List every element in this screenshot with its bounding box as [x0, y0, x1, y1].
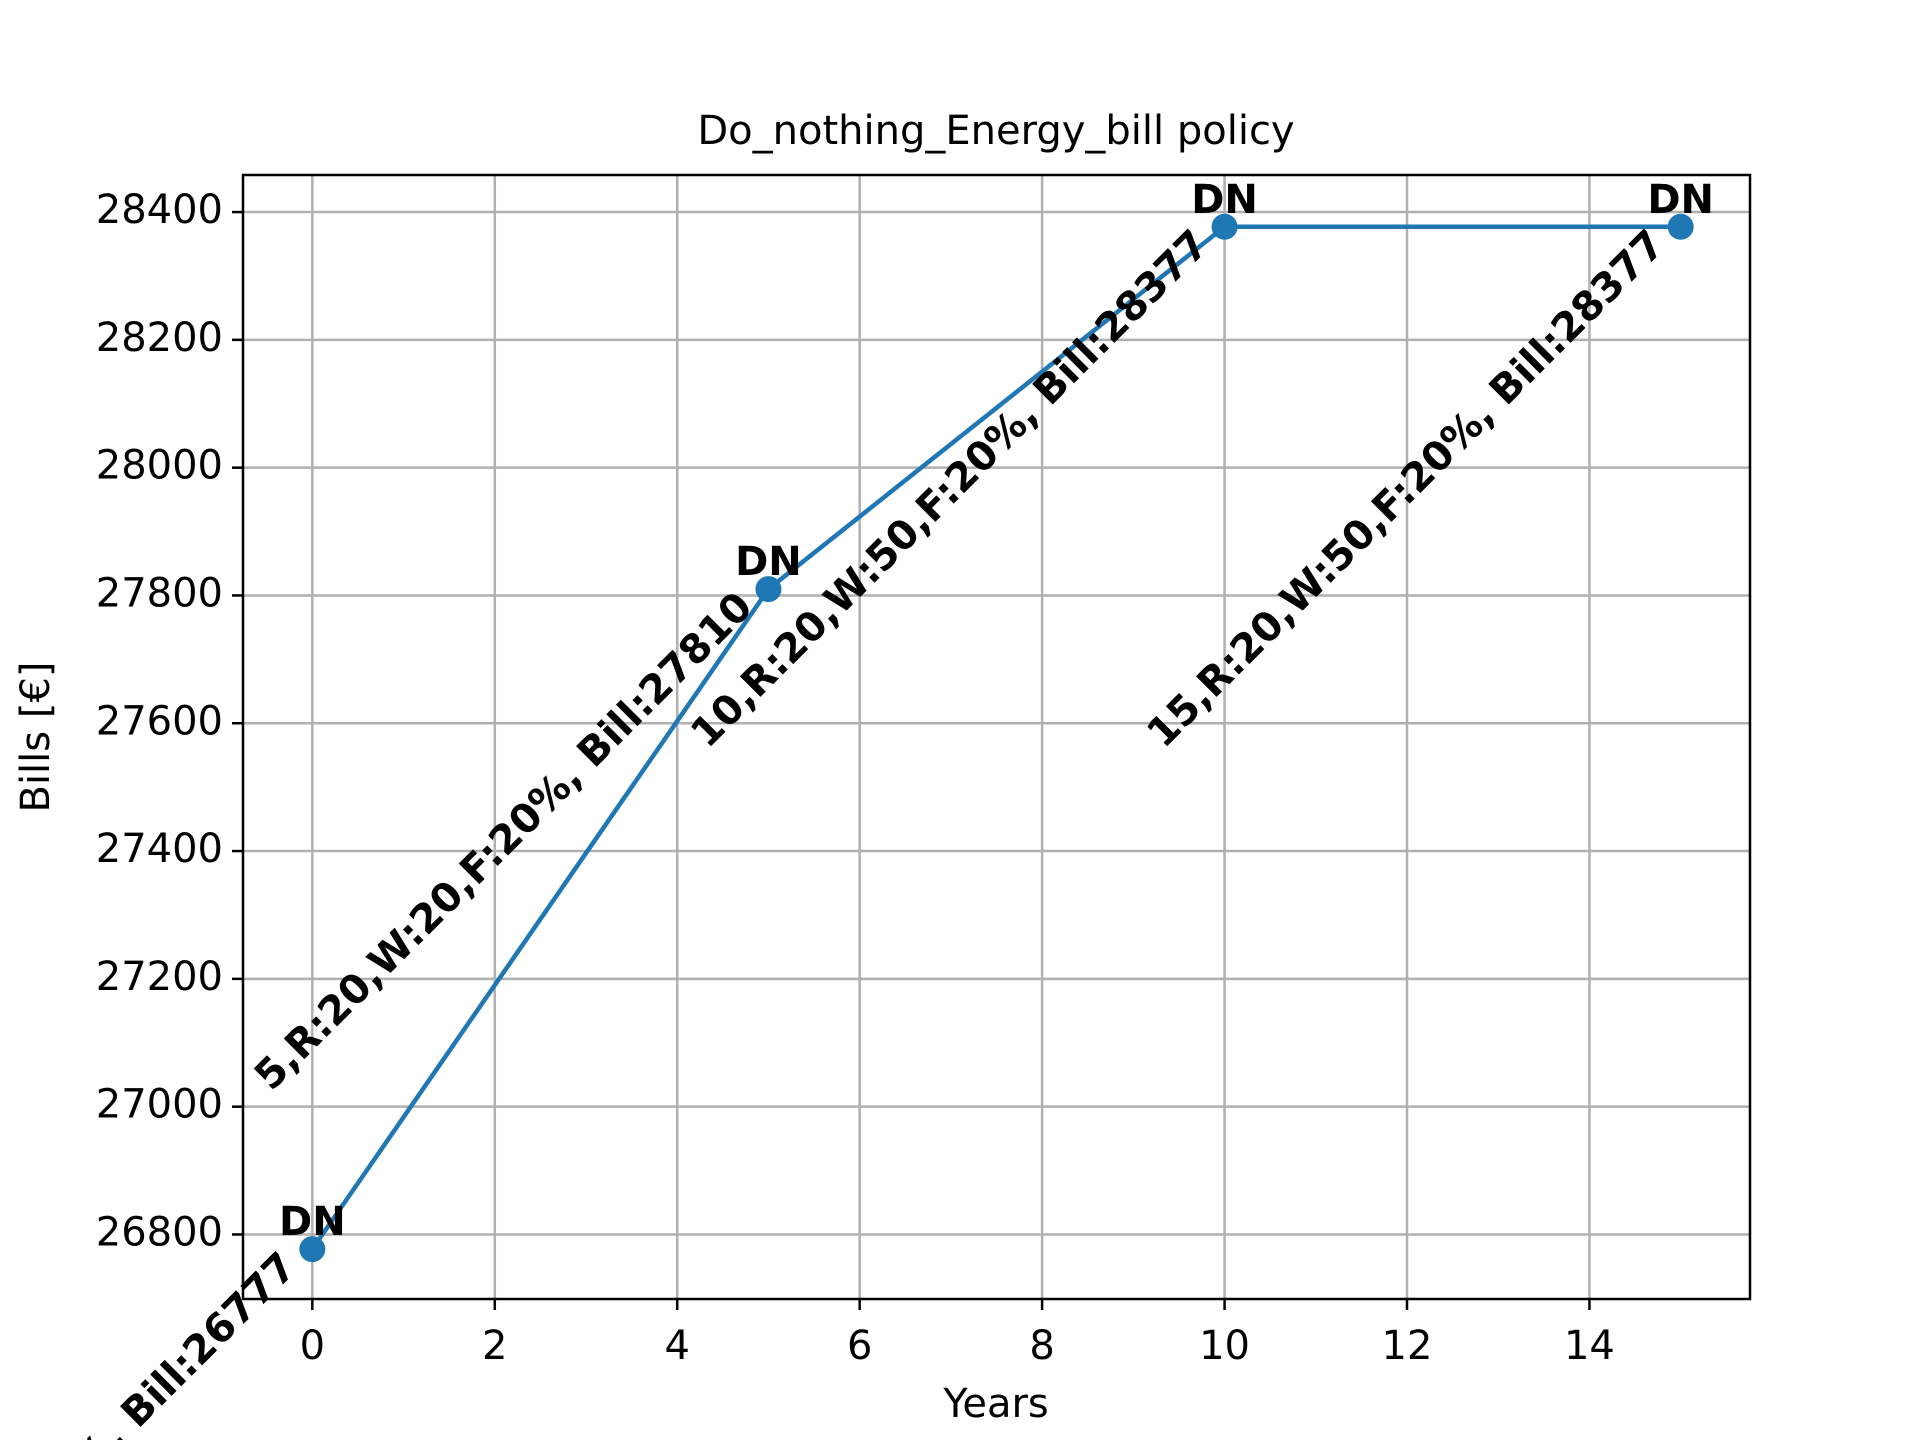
- x-tick-label: 12: [1382, 1323, 1433, 1369]
- marker-label: DN: [735, 539, 802, 585]
- point-label: 5,R:20,W:20,F:20%, Bill:27810: [246, 584, 762, 1100]
- x-tick-label: 14: [1564, 1323, 1615, 1369]
- y-tick-label: 28400: [96, 187, 223, 233]
- data-line: [310, 224, 1681, 1251]
- y-tick-label: 28200: [96, 315, 223, 361]
- data-point: [1667, 213, 1694, 240]
- marker-label: DN: [1191, 177, 1258, 223]
- y-tick-label: 26800: [96, 1209, 223, 1255]
- y-axis-label: Bills [€]: [13, 662, 59, 813]
- y-tick-label: 27800: [96, 570, 223, 616]
- x-axis-label: Years: [942, 1381, 1049, 1427]
- x-tick-label: 2: [482, 1323, 507, 1369]
- point-label: %, Bill:26777: [64, 1244, 306, 1440]
- y-tick-label: 27400: [96, 826, 223, 872]
- x-tick-label: 4: [664, 1323, 689, 1369]
- data-point: [299, 1236, 326, 1263]
- x-tick-label: 10: [1199, 1323, 1250, 1369]
- data-point: [1211, 213, 1238, 240]
- x-tick-label: 0: [300, 1323, 325, 1369]
- marker-label: DN: [279, 1199, 346, 1245]
- y-tick-label: 27600: [96, 698, 223, 744]
- chart-title: Do_nothing_Energy_bill policy: [697, 108, 1294, 154]
- y-tick-label: 27000: [96, 1082, 223, 1128]
- x-tick-label: 6: [847, 1323, 872, 1369]
- data-point: [755, 576, 782, 603]
- marker-label: DN: [1647, 177, 1714, 223]
- plot-frame: [241, 173, 1752, 1301]
- point-label: 10,R:20,W:50,F:20%, Bill:28377: [682, 221, 1217, 756]
- x-tick-label: 8: [1029, 1323, 1054, 1369]
- y-tick-label: 28000: [96, 443, 223, 489]
- y-tick-label: 27200: [96, 954, 223, 1000]
